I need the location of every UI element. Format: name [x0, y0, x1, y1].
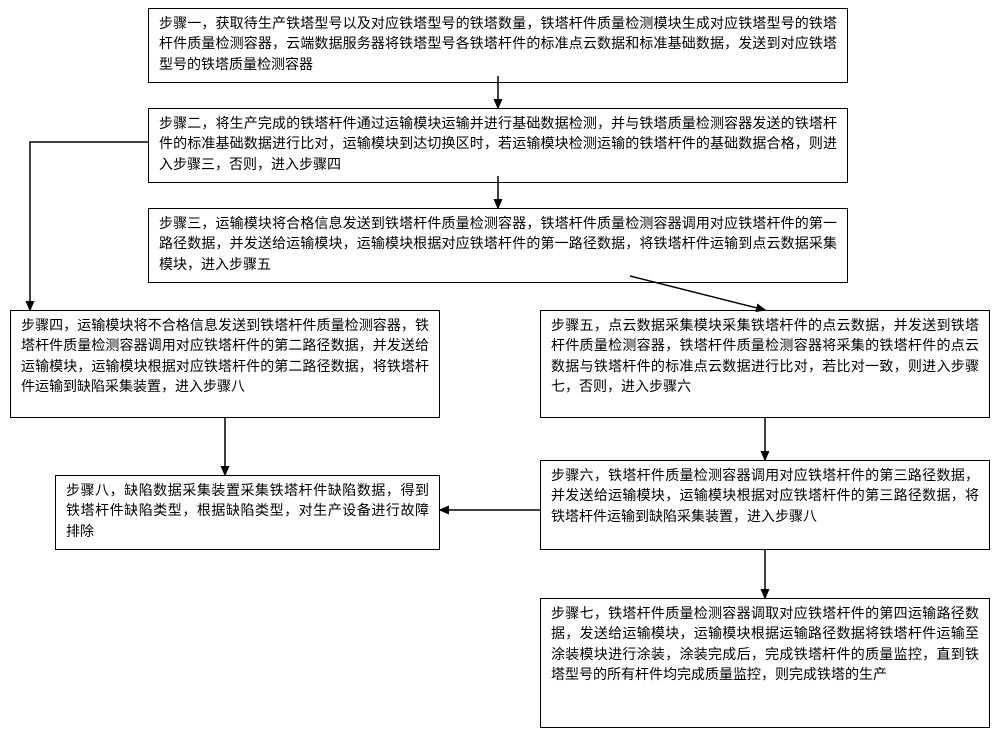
flow-node-text: 步骤一，获取待生产铁塔型号以及对应铁塔型号的铁塔数量，铁塔杆件质量检测模块生成对… — [159, 17, 837, 73]
flow-node-step5: 步骤五，点云数据采集模块采集铁塔杆件的点云数据，并发送到铁塔杆件质量检测容器，铁… — [540, 310, 990, 418]
flow-node-text: 步骤四，运输模块将不合格信息发送到铁塔杆件质量检测容器，铁塔杆件质量检测容器调用… — [21, 319, 429, 395]
flow-node-step2: 步骤二，将生产完成的铁塔杆件通过运输模块运输并进行基础数据检测，并与铁塔质量检测… — [148, 108, 848, 183]
flow-node-text: 步骤二，将生产完成的铁塔杆件通过运输模块运输并进行基础数据检测，并与铁塔质量检测… — [159, 117, 837, 173]
flow-node-step1: 步骤一，获取待生产铁塔型号以及对应铁塔型号的铁塔数量，铁塔杆件质量检测模块生成对… — [148, 8, 848, 83]
flow-node-text: 步骤七，铁塔杆件质量检测容器调取对应铁塔杆件的第四运输路径数据，发送给运输模块，… — [551, 607, 979, 683]
flow-node-step4: 步骤四，运输模块将不合格信息发送到铁塔杆件质量检测容器，铁塔杆件质量检测容器调用… — [10, 310, 440, 418]
flow-edge — [30, 142, 148, 310]
flow-node-text: 步骤三，运输模块将合格信息发送到铁塔杆件质量检测容器，铁塔杆件质量检测容器调用对… — [159, 217, 837, 273]
flow-node-step3: 步骤三，运输模块将合格信息发送到铁塔杆件质量检测容器，铁塔杆件质量检测容器调用对… — [148, 208, 848, 283]
flow-node-step8: 步骤八，缺陷数据采集装置采集铁塔杆件缺陷数据，得到铁塔杆件缺陷类型，根据缺陷类型… — [55, 475, 440, 550]
flow-node-text: 步骤五，点云数据采集模块采集铁塔杆件的点云数据，并发送到铁塔杆件质量检测容器，铁… — [551, 319, 979, 395]
flow-node-text: 步骤八，缺陷数据采集装置采集铁塔杆件缺陷数据，得到铁塔杆件缺陷类型，根据缺陷类型… — [66, 484, 429, 540]
flow-node-text: 步骤六，铁塔杆件质量检测容器调用对应铁塔杆件的第三路径数据，并发送给运输模块，运… — [551, 469, 979, 525]
flow-node-step6: 步骤六，铁塔杆件质量检测容器调用对应铁塔杆件的第三路径数据，并发送给运输模块，运… — [540, 460, 990, 550]
flow-node-step7: 步骤七，铁塔杆件质量检测容器调取对应铁塔杆件的第四运输路径数据，发送给运输模块，… — [540, 598, 990, 728]
